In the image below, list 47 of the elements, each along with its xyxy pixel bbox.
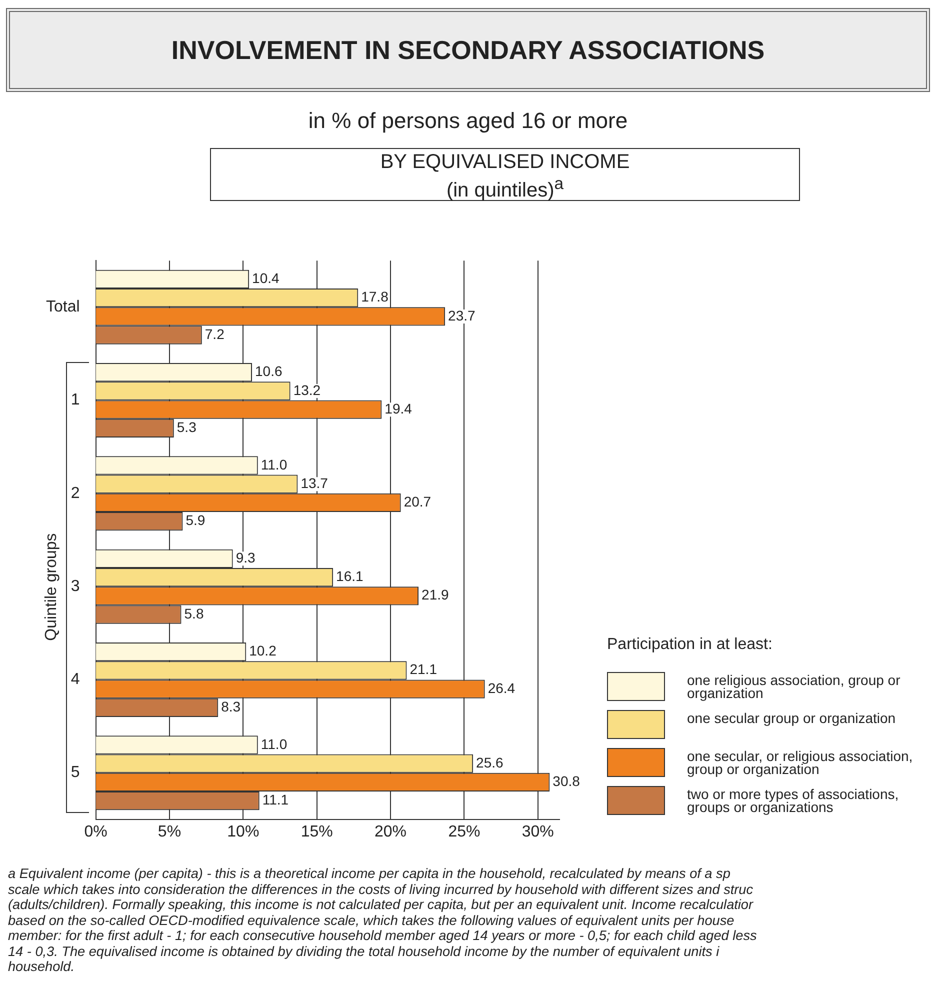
legend-label: one religious association, group or organization <box>687 672 902 701</box>
data-label: 25.6 <box>476 754 504 770</box>
y-tick-label: 3 <box>70 578 80 595</box>
y-tick-label: 5 <box>70 764 80 782</box>
x-tick-label: 30% <box>522 823 554 840</box>
data-label: 13.2 <box>293 382 321 398</box>
data-label: 7.2 <box>204 326 225 342</box>
y-tick-label: 2 <box>70 484 80 502</box>
data-label: 8.3 <box>221 698 241 714</box>
data-label: 11.0 <box>260 456 288 472</box>
legend-label: one secular, or religious association, group or organization <box>687 748 914 777</box>
legend-label: one secular group or organization <box>687 710 896 726</box>
legend-label: two or more types of associations, groups or organizations <box>687 786 900 815</box>
data-label: 10.6 <box>255 363 282 380</box>
y-tick-label: 1 <box>70 392 80 409</box>
x-tick-label: 25% <box>448 823 480 840</box>
data-label: 23.7 <box>448 307 476 324</box>
x-tick-label: 10% <box>227 823 260 840</box>
data-label: 10.2 <box>249 642 277 659</box>
data-label: 30.8 <box>552 773 580 790</box>
y-tick-label: 4 <box>70 671 80 688</box>
data-label: 5.3 <box>176 419 197 436</box>
data-label: 10.4 <box>252 270 280 286</box>
data-label: 21.9 <box>422 586 449 603</box>
x-tick-label: 0% <box>84 823 108 840</box>
text: a Equivalent income (per capita) - this is a theoretical income per capita in the household, recalculated by means of a sp scale which takes into consideration the differences in the costs of living incurred by household with different sizes and struc (adults/children). Formally speaking, this income is not calculated per capita, but per an equivalent unit. Income recalculatior based on the so-called OECD-modified equivalence scale, which takes the following values of equivalent units per house member: for the first adult - 1; for each consecutive household member aged 14 years or more - 0,5; for each child aged less 14 - 0,3. The equivalised income is obtained by dividing the total household income by the number of equivalent units i household. <box>8 866 758 974</box>
data-label: 5.8 <box>184 605 204 622</box>
data-label: 16.1 <box>336 568 364 584</box>
text: BY EQUIVALISED INCOME (in quintiles)$^{a}$ <box>210 148 800 202</box>
data-label: 20.7 <box>404 494 432 510</box>
data-label: 11.1 <box>262 792 289 808</box>
data-label: 26.4 <box>488 680 516 696</box>
data-label: 5.9 <box>186 512 206 528</box>
legend-title: Participation in at least: <box>607 636 774 654</box>
data-label: 11.0 <box>260 736 288 752</box>
chart-subtitle: in % of persons aged 16 or more <box>307 108 629 134</box>
x-tick-label: 15% <box>300 823 333 840</box>
y-tick-label: Total <box>46 298 80 316</box>
data-label: 13.7 <box>300 474 328 491</box>
x-tick-label: 20% <box>374 823 407 840</box>
chart-title: INVOLVEMENT IN SECONDARY ASSOCIATIONS <box>6 8 930 92</box>
x-tick-label: 5% <box>158 823 182 840</box>
data-label: 19.4 <box>384 400 412 416</box>
data-label: 9.3 <box>236 549 256 566</box>
data-label: 17.8 <box>361 288 389 305</box>
data-label: 21.1 <box>410 661 438 678</box>
y-axis-title: Quintile groups <box>43 532 61 640</box>
